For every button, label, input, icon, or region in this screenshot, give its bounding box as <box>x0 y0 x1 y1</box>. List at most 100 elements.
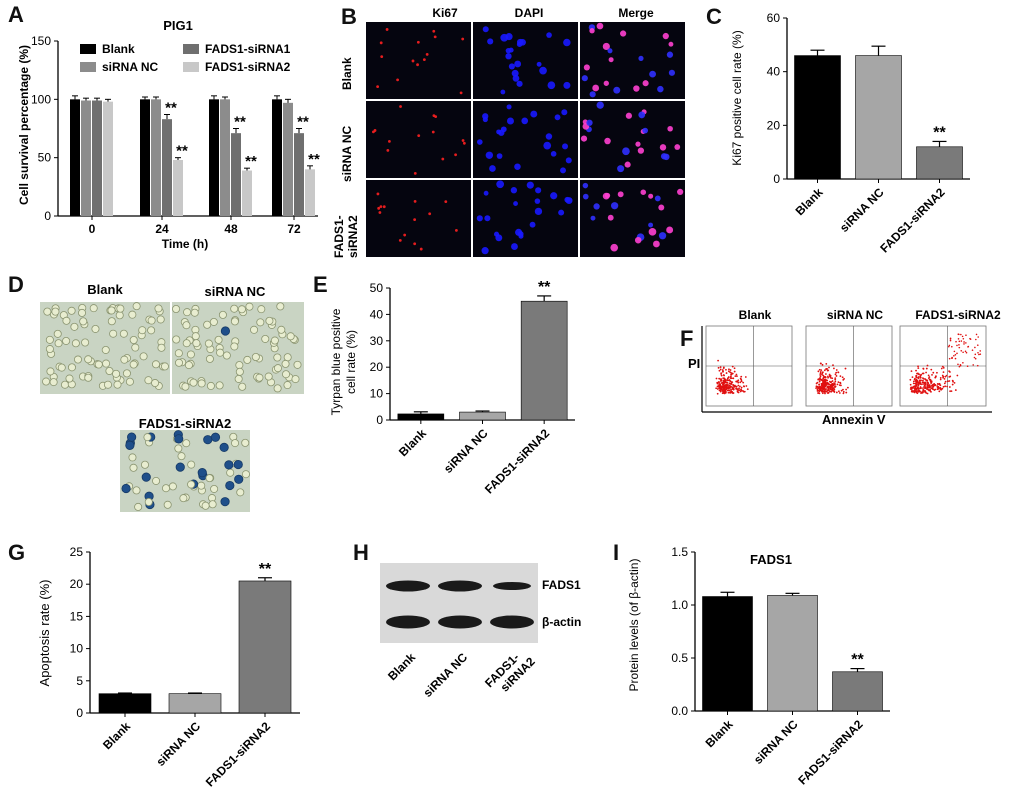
cell <box>505 33 513 41</box>
x-tick-label: Blank <box>703 717 736 750</box>
event <box>727 376 730 378</box>
event <box>950 390 953 393</box>
event <box>723 384 725 387</box>
event <box>827 389 830 392</box>
event <box>823 382 826 385</box>
event <box>819 374 822 376</box>
event <box>725 384 728 386</box>
event <box>833 390 836 393</box>
cell <box>187 480 196 489</box>
event <box>919 376 922 379</box>
cell <box>147 316 156 325</box>
bar-sirna-nc <box>767 595 818 712</box>
event <box>949 337 952 340</box>
event <box>953 354 955 357</box>
event <box>719 368 722 371</box>
event <box>728 368 730 371</box>
event <box>731 390 733 393</box>
event <box>922 381 925 384</box>
event <box>729 385 732 388</box>
cell <box>624 161 631 168</box>
legend-swatch-fads1-sirna2 <box>183 62 199 72</box>
event <box>732 377 735 380</box>
legend-blank: Blank <box>102 42 135 56</box>
event <box>828 380 831 383</box>
event <box>740 380 743 383</box>
event <box>828 366 830 369</box>
event <box>819 375 822 378</box>
event <box>737 381 740 384</box>
event <box>727 384 729 386</box>
cell <box>653 240 660 248</box>
event <box>715 387 718 390</box>
cell <box>454 153 457 157</box>
cell <box>132 302 141 311</box>
cell <box>183 308 192 317</box>
event <box>733 385 736 388</box>
cell <box>45 335 54 344</box>
x-tick-label: FADS1-siRNA2 <box>482 426 552 496</box>
cell <box>589 28 595 34</box>
chart-e-ylabel-line2: cell rate (%) <box>344 330 358 394</box>
event <box>823 389 826 392</box>
cell <box>668 69 676 76</box>
cell <box>493 231 500 237</box>
event <box>929 378 932 381</box>
significance-marker: ** <box>245 153 257 170</box>
event <box>730 389 732 392</box>
cell <box>182 321 191 330</box>
cell <box>160 362 169 371</box>
cell <box>134 502 143 511</box>
event <box>836 383 839 386</box>
event <box>717 359 720 362</box>
cell <box>261 334 270 343</box>
cell <box>590 215 596 221</box>
event <box>729 375 732 378</box>
cell <box>129 463 138 472</box>
y-tick-label: 40 <box>370 307 384 321</box>
chart-i-title: FADS1 <box>750 552 792 567</box>
event <box>976 344 979 346</box>
cell <box>666 226 674 234</box>
event <box>832 387 835 390</box>
event <box>729 391 732 393</box>
event <box>824 379 826 382</box>
event <box>941 365 944 368</box>
cell <box>51 307 60 316</box>
event <box>954 353 957 356</box>
event <box>732 392 734 395</box>
event <box>736 389 739 391</box>
event <box>823 390 825 393</box>
event <box>944 385 947 388</box>
cell <box>89 304 98 313</box>
event <box>965 342 967 344</box>
event <box>962 351 964 354</box>
cell <box>205 474 214 483</box>
cell <box>485 151 494 159</box>
event <box>740 375 743 378</box>
bar-fads1-sirna1-48h <box>231 133 241 216</box>
event <box>922 379 924 382</box>
panel-label-e: E <box>313 272 328 297</box>
event <box>844 367 847 370</box>
y-tick-label: 40 <box>767 65 781 79</box>
cell <box>382 205 386 209</box>
y-tick-label: 1.5 <box>671 545 688 559</box>
cell <box>235 361 244 370</box>
event <box>716 388 719 390</box>
event <box>912 391 914 393</box>
event <box>948 344 951 347</box>
event <box>971 349 974 351</box>
event <box>737 384 740 387</box>
event <box>845 391 848 394</box>
cell <box>403 233 407 237</box>
lane-label-blank: Blank <box>385 650 418 683</box>
cell <box>84 355 93 364</box>
cell <box>648 193 654 199</box>
event <box>828 374 831 377</box>
event <box>915 388 918 390</box>
event <box>956 352 958 355</box>
cell <box>668 41 674 47</box>
cell <box>454 228 458 232</box>
cell <box>273 353 282 362</box>
